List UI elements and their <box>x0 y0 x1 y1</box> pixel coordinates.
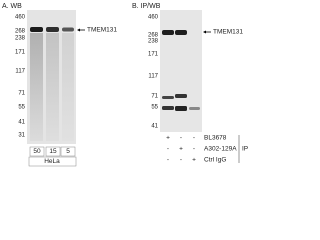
marker-label: 171 <box>148 52 159 58</box>
marker-label: 171 <box>15 50 26 56</box>
cell-line: HeLa <box>44 158 60 165</box>
marker-label: 55 <box>18 105 25 111</box>
band <box>162 96 174 99</box>
marker-label: 238 <box>148 39 159 45</box>
marker-label: 460 <box>148 15 159 21</box>
marker-label: 117 <box>15 69 25 75</box>
row-label: Ctrl IgG <box>204 157 226 164</box>
sign: + <box>192 157 196 164</box>
sign: - <box>193 135 195 142</box>
row-label: BL3678 <box>204 135 227 142</box>
marker-label: 71 <box>18 91 25 97</box>
sign: - <box>180 157 182 164</box>
label-box <box>28 156 77 167</box>
band <box>189 107 200 110</box>
marker-label: 41 <box>18 120 25 126</box>
lane-label: 5 <box>66 148 70 155</box>
marker-label: 71 <box>151 94 158 100</box>
sign: + <box>179 146 183 153</box>
band <box>175 94 187 98</box>
band <box>175 30 187 35</box>
row-label: A302-129A <box>204 146 237 153</box>
band <box>30 27 43 32</box>
label-box <box>29 146 45 157</box>
marker-label: 117 <box>148 74 158 80</box>
blot <box>160 10 202 132</box>
target-label: TMEM131 <box>213 29 243 36</box>
panel-title: A. WB <box>2 3 22 10</box>
smear <box>46 33 59 141</box>
group-label: IP <box>242 146 248 153</box>
marker-label: 238 <box>15 36 26 42</box>
lane-labels: 50 15 5 <box>29 146 76 157</box>
band <box>162 106 174 110</box>
panel-title: B. IP/WB <box>132 3 161 10</box>
ip-table: + - - BL3678 - + - A302-129A - - + Ctrl IgG <box>166 135 237 164</box>
label-box <box>45 146 61 157</box>
band <box>62 27 74 32</box>
marker-label: 460 <box>15 15 26 21</box>
target-label: TMEM131 <box>87 27 117 34</box>
marker-label: 41 <box>151 124 158 130</box>
marker-label: 268 <box>15 29 26 35</box>
sign: - <box>167 157 169 164</box>
smear <box>30 33 43 141</box>
lane-label: 15 <box>49 148 57 155</box>
band <box>46 27 59 32</box>
sign: - <box>193 146 195 153</box>
sign: - <box>167 146 169 153</box>
sign: + <box>166 135 170 142</box>
marker-label: 55 <box>151 105 158 111</box>
band <box>175 106 187 111</box>
band <box>162 30 174 35</box>
arrow-head <box>203 30 206 34</box>
marker-label: 31 <box>18 133 25 139</box>
arrow-head <box>77 28 80 32</box>
sign: - <box>180 135 182 142</box>
label-box <box>60 146 76 157</box>
lane-label: 50 <box>33 148 41 155</box>
marker-label: 268 <box>148 33 159 39</box>
smear <box>62 33 74 141</box>
